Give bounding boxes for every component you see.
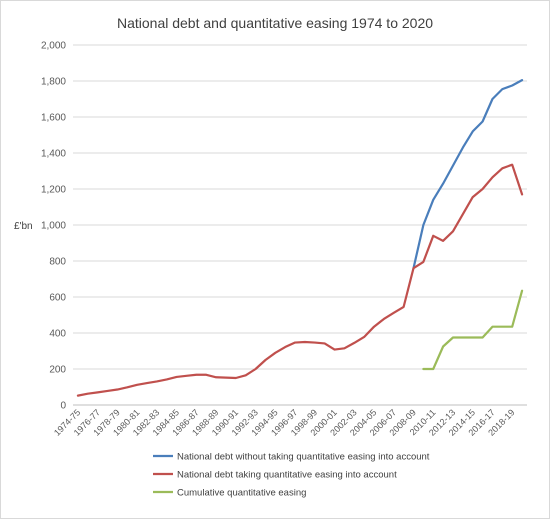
debt-with-qe-line (76, 163, 524, 397)
y-tick-label: 1,200 (41, 185, 66, 196)
y-tick-label: 1,800 (41, 77, 66, 88)
debt-without-qe-line (412, 79, 524, 270)
y-tick-label: 0 (60, 401, 66, 412)
y-axis-ticks: 0 200 400 600 800 1,000 1,200 1,400 1,600 1,800 2,… (41, 41, 66, 412)
y-tick-label: 2,000 (41, 41, 66, 52)
y-tick-label: 1,400 (41, 149, 66, 160)
y-tick-label: 1,600 (41, 113, 66, 124)
cumulative-qe-line (422, 289, 524, 371)
x-axis-ticks: 1974-751976-771978-791980-811982-831984-… (52, 407, 517, 437)
chart-title: National debt and quantitative easing 19… (117, 15, 433, 31)
gridlines (73, 44, 527, 406)
y-tick-label: 400 (49, 329, 66, 340)
y-tick-label: 600 (49, 293, 66, 304)
legend: National debt without taking quantitativ… (153, 452, 430, 499)
y-tick-label: 800 (49, 257, 66, 268)
y-axis-label: £'bn (14, 221, 33, 232)
legend-label: National debt taking quantitative easing… (177, 470, 397, 481)
y-tick-label: 200 (49, 365, 66, 376)
series-lines (76, 79, 524, 397)
legend-label: Cumulative quantitative easing (177, 488, 306, 499)
legend-label: National debt without taking quantitativ… (177, 452, 430, 463)
y-tick-label: 1,000 (41, 221, 66, 232)
